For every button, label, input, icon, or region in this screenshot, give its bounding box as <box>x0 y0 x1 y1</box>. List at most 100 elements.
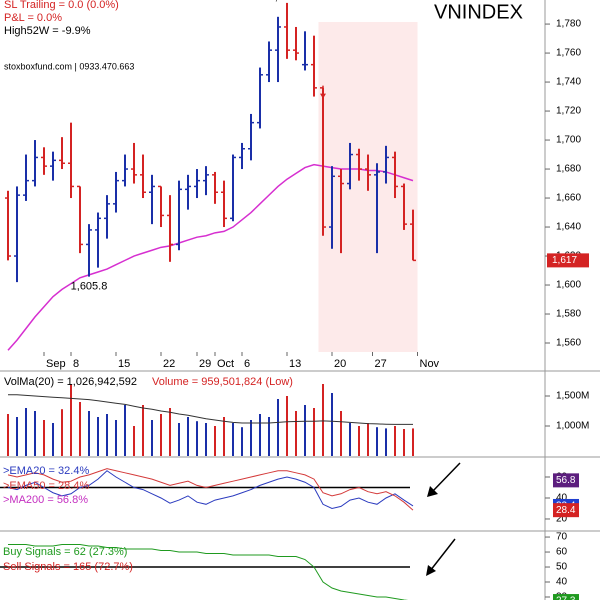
volume-bar <box>223 417 225 456</box>
y-tick-label: 1,680 <box>556 164 581 175</box>
y-tick-label: 60 <box>556 547 568 558</box>
y-tick-label: 1,780 <box>556 19 581 30</box>
volume-bar <box>232 423 234 456</box>
volume-bar <box>295 411 297 456</box>
volume-bar <box>61 409 63 456</box>
volume-bar <box>34 411 36 456</box>
y-tick-label: 1,740 <box>556 77 581 88</box>
y-tick-label: 1,600 <box>556 280 581 291</box>
plot-layer: 1,794.6 1,605.8 <box>0 0 418 600</box>
legend-label: VolMa(20) = 1,026,942,592 <box>4 376 137 388</box>
x-tick-label: 20 <box>334 358 346 370</box>
x-tick-label: 6 <box>244 358 250 370</box>
volume-bar <box>133 426 135 456</box>
volume-bar <box>70 384 72 456</box>
y-tick-label: 1,660 <box>556 193 581 204</box>
value-badge <box>553 594 579 600</box>
volume-bar <box>124 405 126 456</box>
pointer-arrow <box>426 538 456 576</box>
volume-bar <box>250 420 252 456</box>
value-badge-label: 27.3 <box>556 596 576 600</box>
y-tick-label: 1,760 <box>556 48 581 59</box>
y-tick-label: 1,000M <box>556 421 589 432</box>
volume-bar <box>241 427 243 456</box>
legend-label: >MA200 = 56.8% <box>3 494 88 506</box>
x-tick-label: 27 <box>375 358 387 370</box>
watermark: stoxboxfund.com | 0933.470.663 <box>4 61 134 71</box>
legend-label: Volume = 959,501,824 (Low) <box>152 376 293 388</box>
volume-bar <box>151 420 153 456</box>
volume-bar <box>79 402 81 456</box>
x-tick-label: 15 <box>118 358 130 370</box>
signal-head <box>320 93 326 99</box>
volume-bar <box>7 414 9 456</box>
line <box>7 468 414 511</box>
volume-bar <box>52 423 54 456</box>
volume-bar <box>358 426 360 456</box>
volume-bar <box>367 423 369 456</box>
x-tick-label: Nov <box>420 358 440 370</box>
volume-bar <box>322 384 324 456</box>
volume-bar <box>214 426 216 456</box>
volume-bar <box>115 420 117 456</box>
x-tick-label: 8 <box>73 358 79 370</box>
annotation: 1,605.8 <box>71 281 108 293</box>
legend-label: Buy Signals = 62 (27.3%) <box>3 546 127 558</box>
value-badge-label: 28.4 <box>556 505 576 516</box>
volume-bar <box>160 414 162 456</box>
volume-bar <box>205 423 207 456</box>
volume-bar <box>340 411 342 456</box>
volume-bar <box>313 408 315 456</box>
volume-bar <box>349 423 351 456</box>
volume-bar <box>277 399 279 456</box>
pointer-arrow <box>427 462 461 497</box>
volume-bar <box>97 417 99 456</box>
volume-bar <box>16 417 18 456</box>
price-badge-label: 1,617 <box>552 255 577 266</box>
arrow-head <box>427 486 438 497</box>
volume-bar <box>187 417 189 456</box>
volume-bar <box>259 414 261 456</box>
line <box>8 544 409 600</box>
volume-bar <box>142 405 144 456</box>
y-tick-label: 40 <box>556 577 568 588</box>
legend-label: Sell Signals = 165 (72.7%) <box>3 561 133 573</box>
volume-bar <box>25 408 27 456</box>
volume-bar <box>196 421 198 456</box>
volume-bar <box>169 408 171 456</box>
legend-label: >EMA50 = 28.4% <box>3 480 89 492</box>
volume-bar <box>385 428 387 456</box>
volume-bar <box>178 423 180 456</box>
x-tick-label: Oct <box>217 358 234 370</box>
x-tick-label: 13 <box>289 358 301 370</box>
volume-bar <box>304 405 306 456</box>
x-tick-label: 22 <box>163 358 175 370</box>
y-tick-label: 1,700 <box>556 135 581 146</box>
y-tick-label: 20 <box>556 514 568 525</box>
y-tick-label: 70 <box>556 532 568 543</box>
x-tick-label: 29 <box>199 358 211 370</box>
line <box>7 163 414 351</box>
value-badge <box>553 503 579 518</box>
note: SL Trailing = 0.0 (0.0%) <box>4 0 119 11</box>
chart-title: VNINDEX <box>434 1 523 23</box>
price-badge <box>547 253 589 268</box>
x-tick-label: Sep <box>46 358 66 370</box>
y-tick-label: 40 <box>556 493 568 504</box>
annotation: 1,794.6 <box>269 0 306 3</box>
volume-bar <box>331 393 333 456</box>
volume-bar <box>403 429 405 456</box>
volume-bar <box>106 414 108 456</box>
note: High52W = -9.9% <box>4 25 91 37</box>
value-badge-label: 56.8 <box>556 475 576 486</box>
arrow-line <box>431 462 461 493</box>
y-tick-label: 1,580 <box>556 309 581 320</box>
line <box>7 470 414 510</box>
line <box>8 394 414 425</box>
volume-bar <box>43 420 45 456</box>
y-tick-label: 1,500M <box>556 391 589 402</box>
arrow-line <box>429 538 456 572</box>
volume-bar <box>268 417 270 456</box>
